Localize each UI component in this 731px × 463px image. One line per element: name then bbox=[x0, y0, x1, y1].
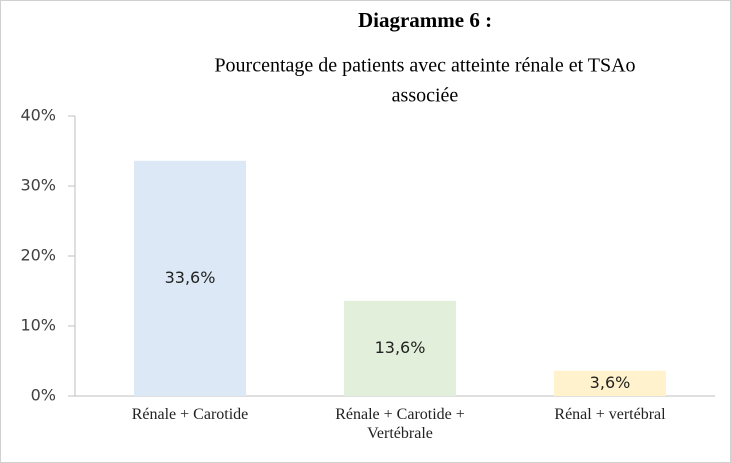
x-tick-label: Rénale + Carotide + Vertébrale bbox=[335, 406, 465, 442]
y-tick-label: 40% bbox=[20, 106, 56, 125]
bar bbox=[554, 370, 666, 396]
value-label: 3,6% bbox=[590, 373, 631, 392]
x-tick-label: Rénale + Carotide bbox=[131, 406, 249, 423]
chart-title: Diagramme 6 : bbox=[358, 8, 492, 32]
y-tick-label: 30% bbox=[20, 176, 56, 195]
value-label: 13,6% bbox=[375, 338, 426, 357]
chart-subtitle: Pourcentage de patients avec atteinte ré… bbox=[214, 55, 635, 77]
chart-subtitle: associée bbox=[392, 85, 459, 107]
y-tick-label: 20% bbox=[20, 246, 56, 265]
bar bbox=[344, 300, 456, 396]
y-tick-label: 0% bbox=[31, 386, 56, 405]
x-tick-label: Rénal + vertébral bbox=[554, 406, 666, 423]
value-label: 33,6% bbox=[165, 268, 216, 287]
bar bbox=[134, 160, 246, 396]
y-tick-label: 10% bbox=[20, 316, 56, 335]
